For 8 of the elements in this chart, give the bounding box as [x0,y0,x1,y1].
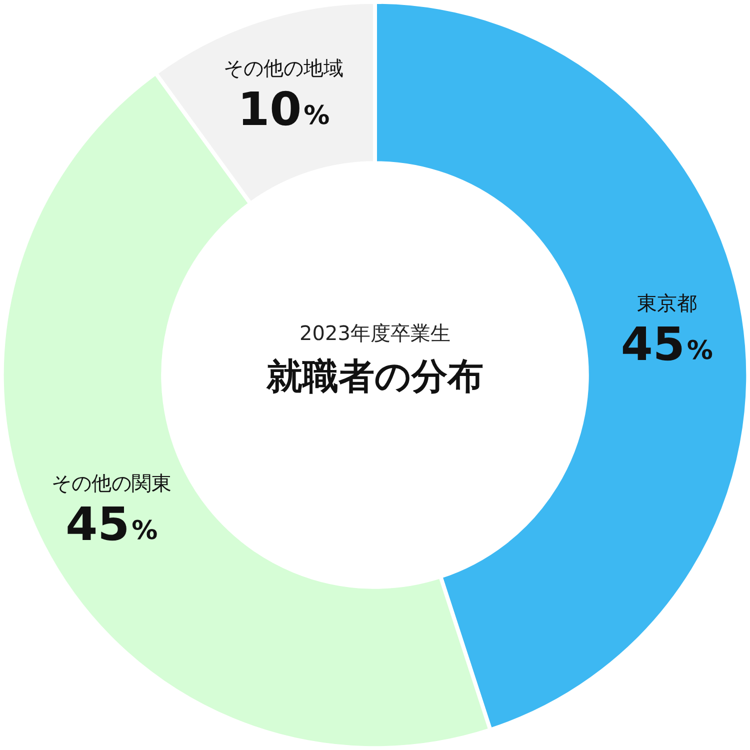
text: 2023年度卒業生 [300,321,450,345]
data-label: 10% [238,82,330,136]
data-label: 45% [620,316,713,371]
data-label: 45% [66,497,158,552]
slice-label: その他の関東 [52,471,172,496]
slice-label: 東京都 [636,290,697,315]
text: 就職者の分布 [266,356,484,398]
slice-label: その他の地域 [224,56,344,80]
